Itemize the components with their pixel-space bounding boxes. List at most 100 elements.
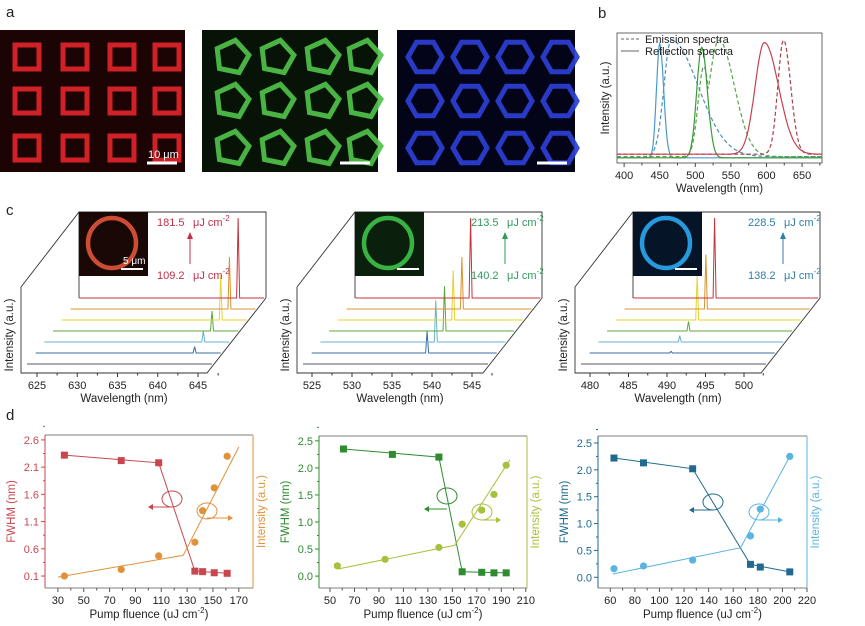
unit: μJ cm bbox=[784, 270, 814, 282]
spectrum-trace bbox=[589, 350, 775, 354]
y-axis-label-left: FWHM (nm) bbox=[559, 481, 571, 544]
floor-frame bbox=[296, 287, 543, 374]
microring bbox=[60, 42, 90, 72]
fwhm-point bbox=[155, 459, 163, 467]
y-tick-label: 1.0 bbox=[577, 519, 592, 531]
microring bbox=[152, 133, 182, 163]
microring bbox=[259, 128, 297, 167]
x-tick-label: 50 bbox=[78, 595, 90, 607]
x-axis-label: Wavelength (nm) bbox=[634, 393, 721, 405]
x-tick-label: 170 bbox=[468, 595, 486, 607]
unit-superscript: -2 bbox=[537, 214, 545, 223]
x-tick-label: 30 bbox=[52, 595, 64, 607]
fluence-unit: μJ cm-2 bbox=[784, 214, 821, 229]
intensity-point bbox=[333, 562, 341, 570]
panel-label-a: a bbox=[6, 4, 15, 21]
x-tick-label: 170 bbox=[230, 595, 248, 607]
microring bbox=[495, 39, 535, 75]
y-axis-label-left: FWHM (nm) bbox=[6, 480, 18, 543]
panel-b-spectra-chart: 400 450 500 550 600 650 Wavelength (nm) Intensi… bbox=[600, 32, 823, 195]
x-axis-label-main: Pump fluence (uJ cm bbox=[364, 609, 472, 621]
x-tick-label: 200 bbox=[773, 595, 791, 607]
microring bbox=[12, 86, 42, 116]
arrow-left-head bbox=[148, 504, 153, 510]
x-tick-label: 535 bbox=[383, 380, 401, 392]
y-axis-label: Intensity (a.u.) bbox=[600, 61, 612, 134]
annotation-circle-left bbox=[436, 487, 458, 505]
microring bbox=[405, 83, 445, 119]
unit-superscript: -2 bbox=[814, 214, 822, 223]
microring bbox=[60, 86, 90, 116]
fwhm-fit-line bbox=[613, 457, 790, 573]
back-wall bbox=[20, 211, 267, 298]
microring bbox=[450, 39, 490, 75]
y-axis-label-right: Intensity (a.u.) bbox=[530, 475, 542, 548]
x-tick-label: 100 bbox=[650, 595, 668, 607]
arrow-left-head bbox=[424, 506, 429, 512]
fwhm-point bbox=[223, 569, 231, 577]
microring bbox=[259, 37, 297, 76]
x-tick-label: 110 bbox=[152, 595, 170, 607]
x-tick-label: 490 bbox=[658, 380, 676, 392]
y-axis-label: Intensity (a.u.) bbox=[558, 298, 570, 371]
annotation-circle-left bbox=[161, 490, 183, 508]
fluence-unit: μJ cm-2 bbox=[507, 214, 544, 229]
fwhm-point bbox=[786, 568, 794, 576]
fwhm-chart-d2: 0.0 0.5 1.0 1.5 2.0 2.5 50 70 90 110 130 150 170 190 2… bbox=[280, 426, 542, 621]
y-tick-label: 0.5 bbox=[577, 545, 592, 557]
x-tick-label: 650 bbox=[793, 170, 811, 182]
fwhm-point bbox=[458, 568, 466, 576]
panel-label-d: d bbox=[6, 407, 14, 424]
y-tick-label: 2.5 bbox=[298, 436, 313, 448]
x-tick-label: 630 bbox=[68, 380, 86, 392]
fwhm-point bbox=[502, 569, 510, 577]
x-tick-label: 80 bbox=[629, 595, 641, 607]
x-axis-label: Wavelength (nm) bbox=[676, 183, 763, 195]
microring bbox=[107, 42, 137, 72]
fwhm-point bbox=[689, 465, 697, 473]
x-tick-label: 495 bbox=[696, 380, 714, 392]
fwhm-chart-d3: 0.0 0.5 1.0 1.5 2.0 2.5 60 80 100 120 140 160 180 200… bbox=[559, 429, 822, 621]
fwhm-chart-d1: 0.1 0.6 1.1 1.6 2.1 2.6 30 50 70 90 110 130 150 170 Pu… bbox=[6, 425, 268, 621]
x-tick-label: 400 bbox=[615, 170, 633, 182]
intensity-point bbox=[223, 452, 231, 460]
inset-ring bbox=[85, 215, 139, 271]
blue-hexagon-microring-array bbox=[397, 30, 580, 172]
fwhm-point bbox=[639, 459, 647, 467]
x-tick-label: 190 bbox=[492, 595, 510, 607]
intensity-point bbox=[689, 556, 697, 564]
fluence-low-label: 109.2 bbox=[157, 270, 185, 282]
unit: μJ cm bbox=[507, 270, 537, 282]
microring bbox=[304, 128, 342, 167]
microring bbox=[405, 39, 445, 75]
spectrum-trace bbox=[598, 335, 784, 343]
y-tick-label: 0.6 bbox=[24, 544, 39, 556]
back-wall bbox=[296, 211, 543, 298]
arrow-right-head bbox=[228, 515, 233, 521]
microring bbox=[259, 81, 297, 120]
y-tick-label: 0.0 bbox=[298, 571, 313, 583]
unit: μJ cm bbox=[507, 217, 537, 229]
unit: μJ cm bbox=[193, 217, 223, 229]
x-tick-label: 210 bbox=[517, 595, 535, 607]
microring bbox=[214, 81, 252, 120]
x-tick-label: 70 bbox=[348, 595, 360, 607]
microring bbox=[540, 39, 580, 75]
x-tick-label: 500 bbox=[735, 380, 753, 392]
spectrum-trace bbox=[70, 256, 256, 310]
y-tick-label: 2.0 bbox=[577, 465, 592, 477]
intensity-point bbox=[786, 452, 794, 461]
plot-frame bbox=[616, 32, 823, 164]
fwhm-point bbox=[339, 445, 347, 453]
intensity-point bbox=[435, 543, 443, 552]
fwhm-point bbox=[60, 451, 68, 459]
x-tick-label: 70 bbox=[103, 595, 115, 607]
back-wall bbox=[574, 211, 821, 298]
panel-d-fwhm-charts: 0.10.61.11.62.12.630 50 70 90 110 130 150 170Pu… bbox=[6, 425, 822, 621]
x-tick-label: 530 bbox=[343, 380, 361, 392]
floor-frame bbox=[20, 287, 267, 374]
unit: μJ cm bbox=[784, 217, 814, 229]
